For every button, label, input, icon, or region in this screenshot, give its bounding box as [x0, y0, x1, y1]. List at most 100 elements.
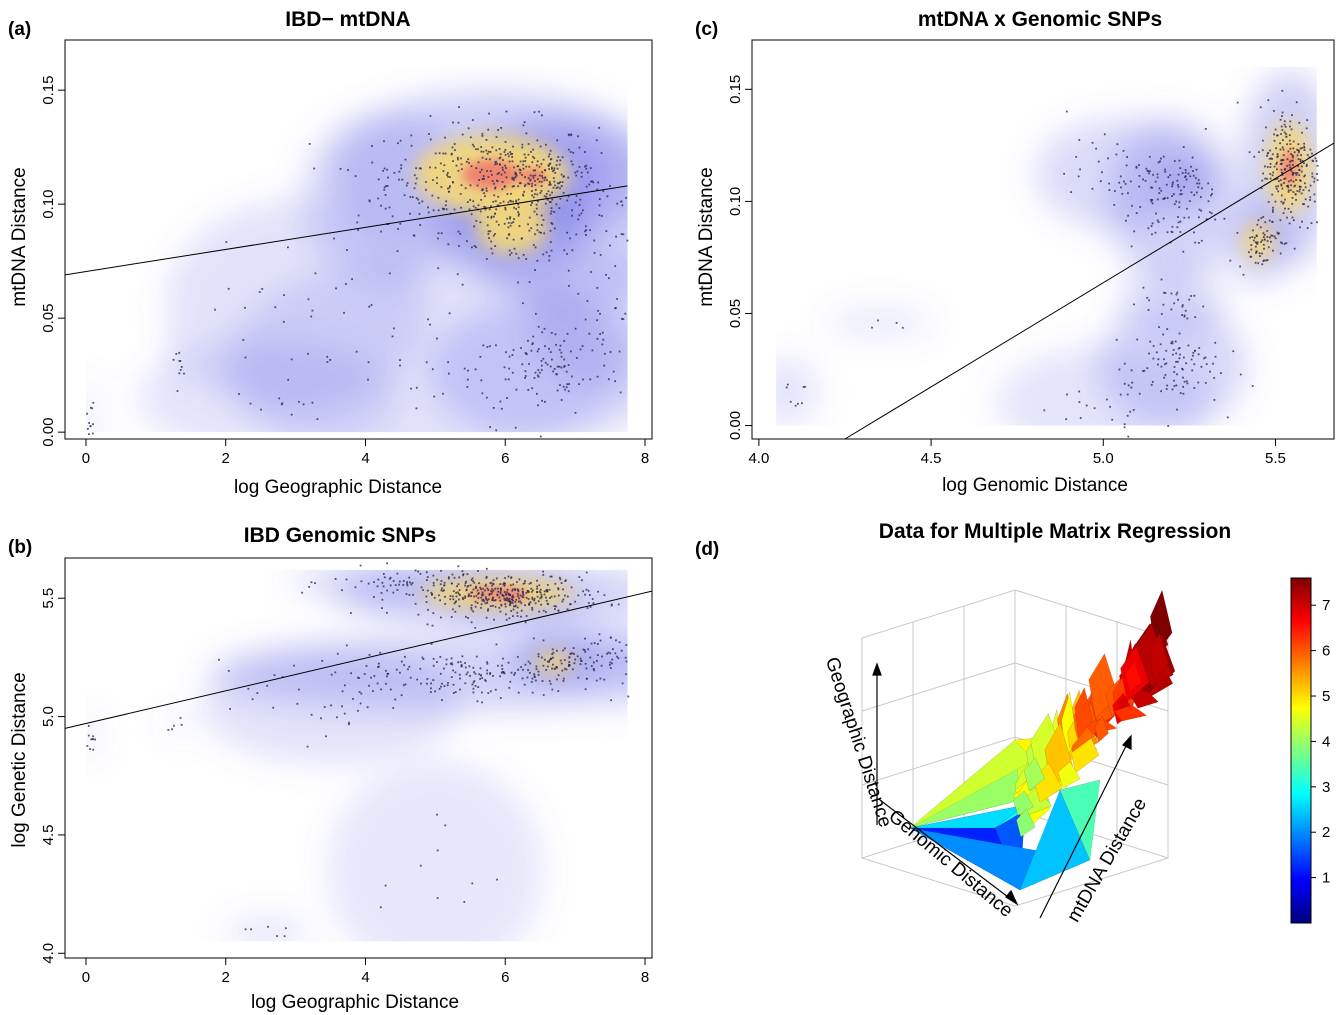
- data-point: [512, 596, 515, 599]
- data-point: [1197, 179, 1200, 181]
- data-point: [1295, 173, 1298, 176]
- data-point: [519, 600, 522, 603]
- data-point: [548, 588, 551, 591]
- data-point: [474, 672, 477, 675]
- data-point: [1290, 159, 1293, 162]
- data-point: [321, 660, 324, 662]
- data-point: [561, 669, 564, 672]
- data-point: [447, 361, 449, 364]
- data-point: [1279, 219, 1282, 222]
- data-point: [487, 609, 489, 612]
- data-point: [530, 151, 532, 153]
- data-point: [1304, 186, 1307, 189]
- data-point: [515, 388, 518, 391]
- data-point: [434, 166, 437, 169]
- data-point: [523, 190, 525, 193]
- data-point: [1194, 316, 1197, 318]
- data-point: [584, 593, 586, 596]
- surface-facet: [1113, 704, 1148, 722]
- data-point: [1281, 172, 1284, 174]
- data-point: [1160, 278, 1163, 281]
- data-point: [470, 608, 473, 611]
- data-point: [409, 212, 411, 215]
- data-point: [433, 395, 436, 398]
- data-point: [550, 657, 552, 660]
- data-point: [1211, 193, 1213, 195]
- data-point: [389, 576, 392, 579]
- data-point: [558, 207, 561, 209]
- data-point: [430, 682, 432, 685]
- data-point: [1316, 179, 1319, 181]
- data-point: [313, 167, 316, 170]
- data-point: [466, 240, 468, 242]
- data-point: [559, 384, 561, 386]
- data-point: [1309, 184, 1312, 187]
- data-point: [1166, 231, 1169, 234]
- data-point: [445, 208, 448, 211]
- data-point: [592, 668, 595, 670]
- data-point: [1164, 170, 1167, 173]
- data-point: [597, 590, 599, 593]
- data-point: [490, 205, 492, 208]
- data-point: [1190, 358, 1193, 361]
- data-point: [507, 222, 510, 224]
- data-point: [1183, 314, 1186, 317]
- data-point: [1091, 141, 1094, 144]
- data-point: [1299, 226, 1301, 229]
- data-point: [511, 176, 514, 179]
- data-point: [551, 170, 554, 173]
- data-point: [1175, 352, 1178, 355]
- data-point: [484, 585, 487, 587]
- data-point: [413, 174, 416, 177]
- data-point: [536, 178, 539, 181]
- data-point: [492, 200, 495, 203]
- data-point: [478, 582, 480, 585]
- data-point: [1276, 153, 1279, 155]
- data-point: [464, 666, 467, 669]
- data-point: [545, 196, 548, 198]
- data-point: [501, 181, 504, 183]
- panel-a-x-axis-label: log Geographic Distance: [234, 477, 442, 498]
- data-point: [533, 675, 536, 678]
- data-point: [519, 160, 522, 163]
- data-point: [484, 208, 487, 211]
- data-point: [520, 609, 523, 612]
- data-point: [1151, 202, 1154, 205]
- data-point: [797, 402, 799, 405]
- data-point: [564, 580, 567, 582]
- data-point: [1107, 157, 1109, 160]
- data-point: [464, 187, 467, 190]
- data-point: [477, 597, 480, 599]
- data-point: [562, 385, 565, 388]
- data-point: [445, 663, 448, 666]
- data-point: [432, 664, 435, 667]
- data-point: [568, 656, 571, 659]
- data-point: [559, 197, 562, 200]
- data-point: [501, 166, 504, 169]
- data-point: [566, 199, 569, 202]
- data-point: [509, 199, 512, 202]
- data-point: [354, 175, 357, 177]
- surface-facet: [1013, 790, 1034, 816]
- data-point: [509, 602, 512, 605]
- data-point: [1274, 200, 1277, 203]
- density-blob: [137, 341, 398, 433]
- data-point: [443, 581, 446, 584]
- data-point: [1311, 159, 1314, 162]
- data-point: [336, 716, 338, 719]
- data-point: [508, 249, 511, 252]
- data-point: [582, 648, 585, 651]
- data-point: [549, 149, 552, 152]
- data-point: [450, 616, 453, 618]
- data-point: [378, 665, 380, 668]
- data-point: [452, 160, 454, 162]
- data-point: [244, 306, 246, 309]
- panel-a-title: IBD− mtDNA: [285, 8, 410, 31]
- data-point: [436, 176, 438, 179]
- data-point: [398, 170, 401, 173]
- data-point: [402, 580, 405, 582]
- data-point: [538, 590, 541, 593]
- data-point: [546, 198, 549, 201]
- data-point: [482, 344, 485, 347]
